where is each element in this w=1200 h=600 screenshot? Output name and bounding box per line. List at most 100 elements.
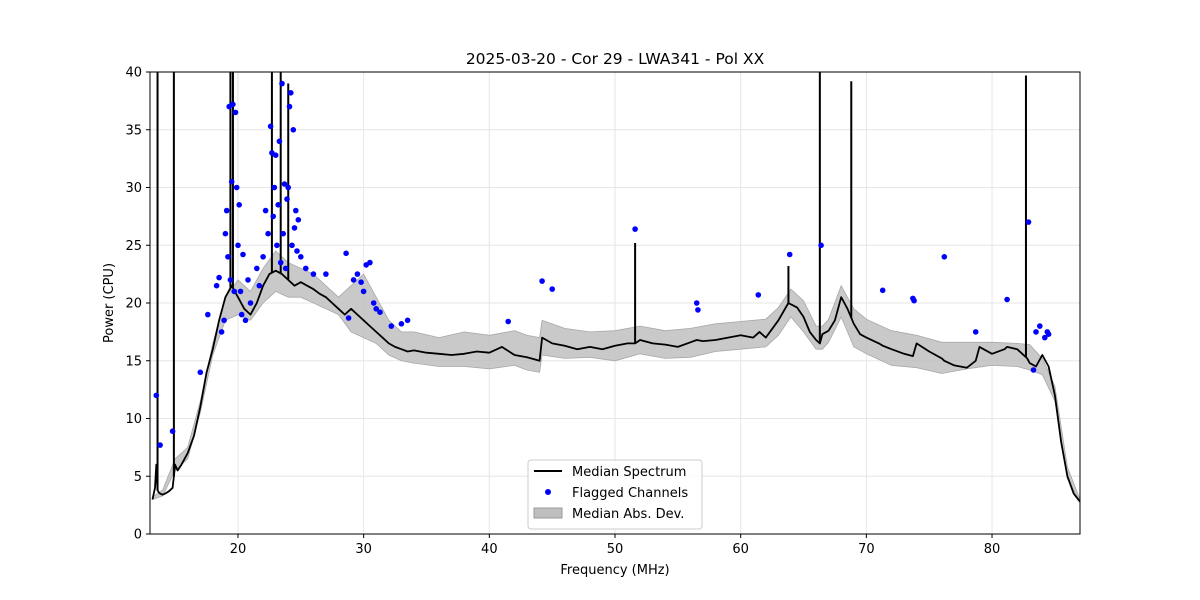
median-line-group [151, 72, 1081, 503]
flagged-point [280, 230, 287, 237]
flagged-point [277, 259, 284, 266]
flagged-point [972, 329, 979, 335]
flagged-point [370, 300, 377, 306]
x-axis-label: Frequency (MHz) [560, 563, 669, 578]
flagged-point [236, 202, 242, 208]
y-tick-label: 10 [125, 412, 142, 427]
flagged-point [231, 288, 237, 295]
flagged-point [358, 279, 364, 286]
y-tick-label: 5 [134, 470, 142, 485]
flagged-point [253, 265, 260, 272]
legend-box [527, 459, 703, 530]
y-tick-label: 30 [125, 181, 142, 196]
flagged-point [288, 90, 294, 96]
y-tick-label: 25 [125, 239, 142, 254]
x-tick-label: 60 [732, 542, 749, 557]
flagged-point [221, 317, 227, 324]
y-tick-label: 15 [125, 354, 142, 369]
flagged-point [223, 207, 230, 214]
flagged-point [274, 242, 280, 249]
flagged-point [242, 317, 249, 324]
flagged-point [218, 329, 225, 335]
flagged-point [941, 253, 948, 260]
flagged-point [197, 369, 204, 376]
flagged-point [755, 292, 762, 298]
flagged-point [157, 442, 163, 448]
y-tick-label: 35 [125, 123, 142, 138]
flagged-point [153, 392, 160, 399]
flagged-point [786, 251, 793, 258]
legend-mad-label: Median Abs. Dev. [572, 507, 684, 522]
flagged-point [539, 278, 545, 284]
flagged-point [233, 184, 240, 191]
grid [150, 71, 1080, 535]
flagged-point [276, 138, 283, 145]
legend-median-label: Median Spectrum [572, 465, 686, 480]
flagged-point [818, 242, 824, 249]
flagged-point [227, 277, 234, 283]
y-tick-label: 40 [125, 66, 142, 81]
x-tick-label: 80 [984, 542, 1001, 557]
flagged-point [293, 207, 299, 214]
flagged-point [911, 297, 917, 304]
flagged-point [295, 217, 302, 223]
flagged-point [345, 315, 352, 321]
x-axis: 20 30 40 50 60 70 80 [230, 534, 1001, 557]
flagged-point [1045, 331, 1052, 338]
flagged-point [1004, 296, 1010, 303]
flagged-point [213, 282, 220, 289]
x-tick-label: 70 [858, 542, 875, 557]
flagged-point [549, 286, 555, 292]
flagged-point [354, 271, 361, 277]
x-tick-label: 30 [355, 542, 372, 557]
flagged-point [289, 242, 295, 249]
flagged-point [286, 103, 293, 110]
flagged-point [404, 317, 411, 324]
flagged-points-group [153, 80, 1052, 448]
y-axis-label: Power (CPU) [102, 263, 117, 343]
median-line [151, 269, 1081, 503]
flagged-point [225, 253, 231, 260]
legend-mad-swatch [533, 507, 563, 519]
x-tick-label: 40 [481, 542, 498, 557]
flagged-point [284, 196, 290, 202]
flagged-point [1042, 334, 1048, 341]
flagged-point [245, 277, 251, 283]
flagged-point [256, 282, 263, 289]
flagged-point [377, 309, 383, 316]
legend-flagged-swatch [545, 489, 551, 495]
flagged-point [282, 265, 289, 272]
flagged-point [388, 323, 395, 329]
flagged-point [310, 271, 317, 277]
flagged-point [298, 253, 304, 260]
flagged-point [279, 80, 285, 87]
flagged-point [265, 230, 271, 237]
flagged-point [360, 288, 367, 295]
flagged-point [222, 230, 229, 237]
legend: Median Spectrum Flagged Channels Median … [527, 459, 703, 530]
x-tick-label: 20 [230, 542, 247, 557]
flagged-point [323, 271, 329, 277]
flagged-point [281, 181, 288, 187]
flagged-point [216, 274, 222, 281]
flagged-point [343, 250, 349, 257]
flagged-point [632, 226, 638, 232]
flagged-point [291, 225, 298, 231]
flagged-point [267, 123, 274, 130]
y-tick-label: 0 [134, 528, 142, 543]
x-tick-label: 50 [607, 542, 624, 557]
flagged-point [879, 287, 886, 294]
flagged-point [232, 109, 239, 116]
flagged-point [237, 288, 244, 295]
flagged-point [247, 300, 254, 306]
flagged-point [285, 184, 292, 191]
flagged-point [693, 300, 700, 306]
flagged-point [398, 321, 405, 327]
flagged-point [228, 178, 235, 185]
flagged-point [350, 277, 357, 283]
flagged-point [240, 251, 246, 258]
flagged-point [270, 213, 277, 220]
flagged-point [271, 184, 278, 191]
flagged-point [373, 306, 380, 312]
